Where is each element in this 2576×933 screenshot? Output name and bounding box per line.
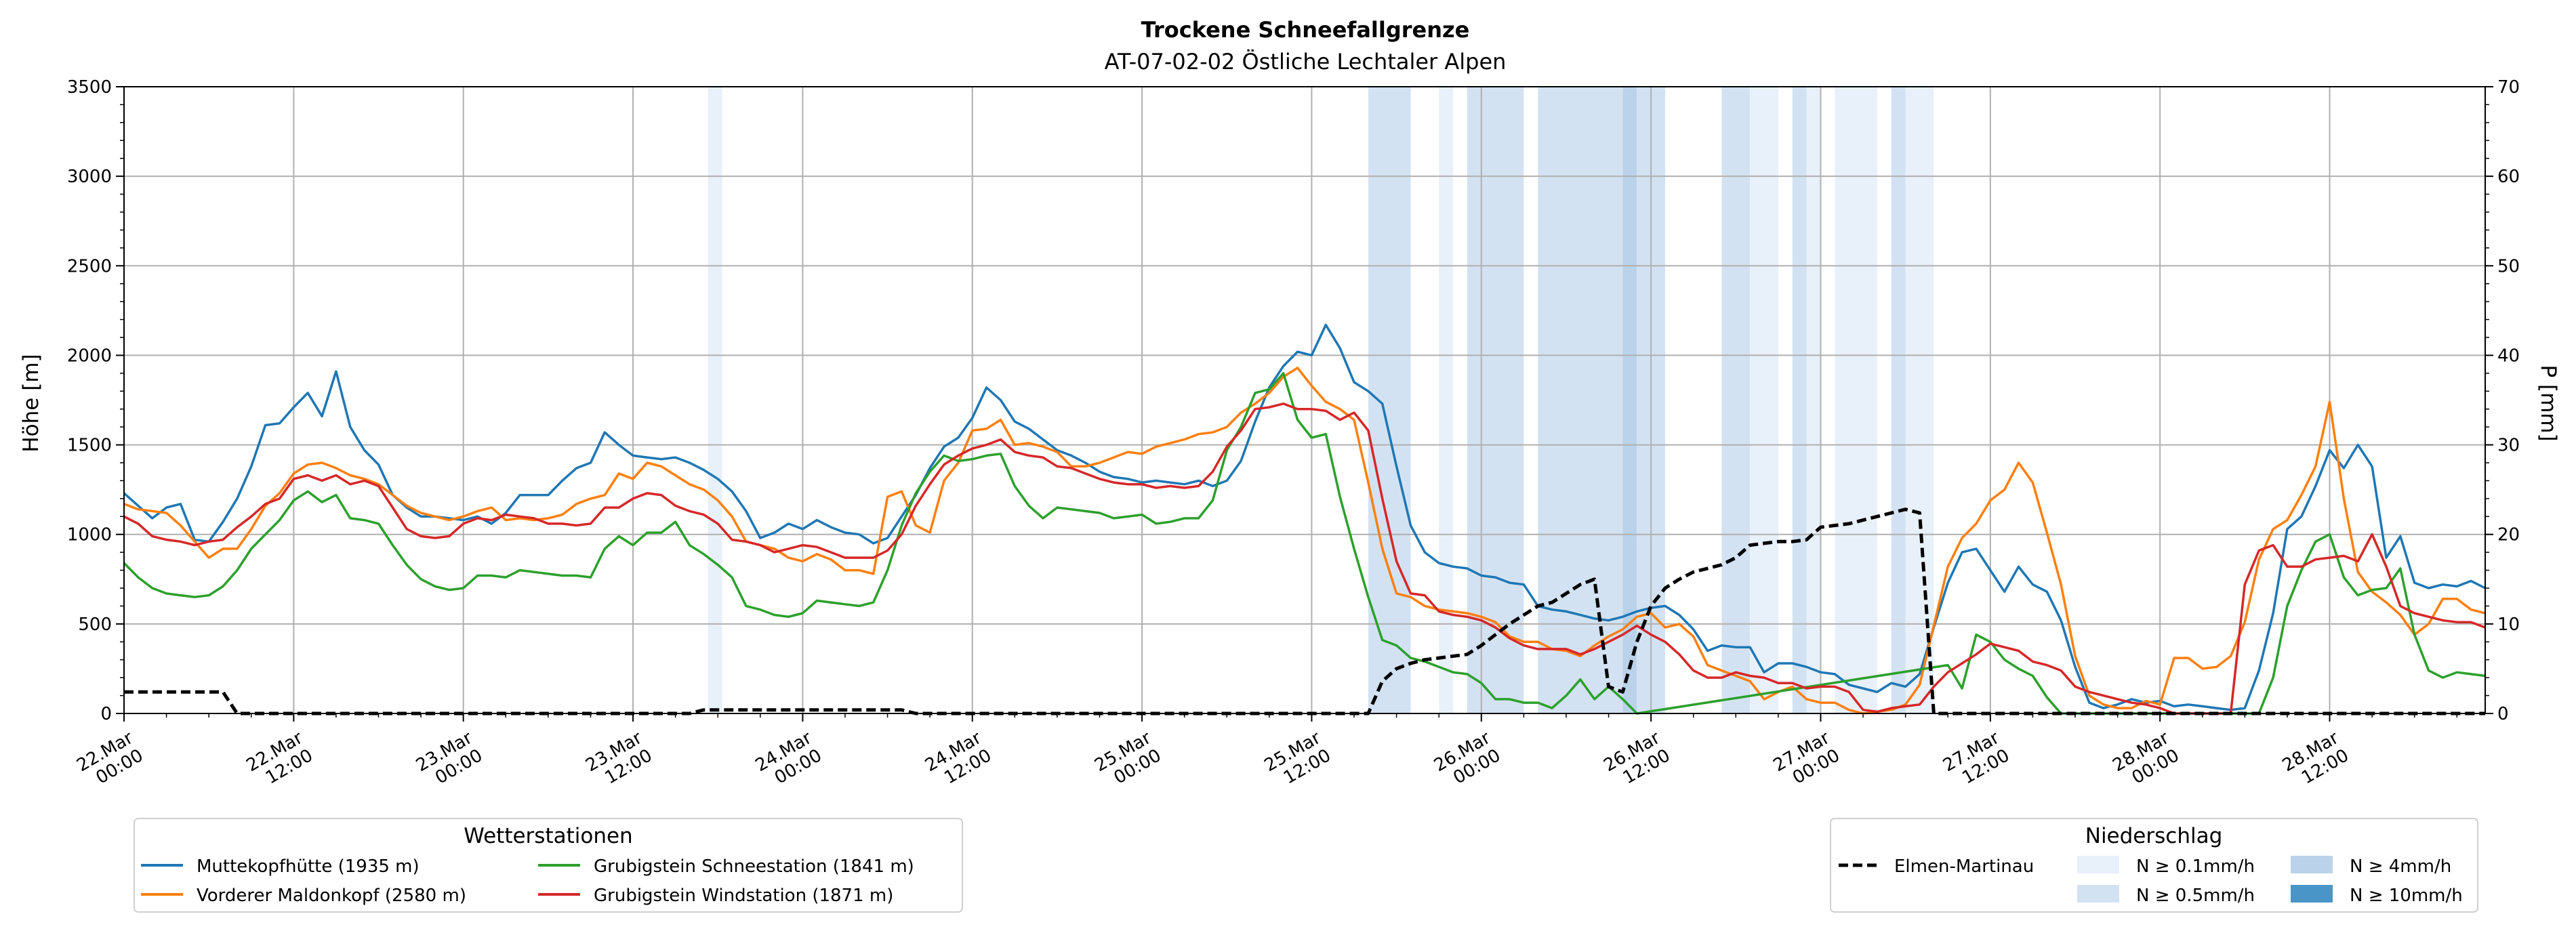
series-line-vorderer-maldonkopf-2580-m bbox=[123, 367, 2486, 715]
legend-entry-muttekopfhuette: Muttekopfhütte (1935 m) bbox=[197, 856, 420, 877]
legend-precip-title: Niederschlag bbox=[2085, 824, 2223, 848]
legend-entry-elmen-martinau: Elmen-Martinau bbox=[1894, 856, 2034, 877]
precip-band-14 bbox=[1905, 87, 1934, 713]
y-tick-label: 1000 bbox=[67, 525, 112, 545]
legend-precip: Niederschlag Elmen-Martinau N ≥ 0.1mm/h … bbox=[1830, 818, 2478, 913]
series-line-grubigstein-schneestation-1841-m bbox=[123, 372, 2486, 715]
y2-tick-label: 70 bbox=[2497, 77, 2520, 98]
y-tick-label: 2000 bbox=[67, 346, 112, 366]
precip-band-10 bbox=[1792, 87, 1807, 713]
y-tick-label: 1500 bbox=[67, 436, 112, 456]
precip-band-1 bbox=[708, 87, 722, 713]
precip-band-12 bbox=[1835, 87, 1877, 713]
y-axis-label: Höhe [m] bbox=[19, 354, 43, 452]
legend-entry-precip-level-1: N ≥ 0.1mm/h bbox=[2136, 856, 2255, 877]
precip-band-13 bbox=[1891, 87, 1906, 713]
y-tick-label: 3000 bbox=[67, 167, 112, 187]
legend-entry-maldonkopf: Vorderer Maldonkopf (2580 m) bbox=[197, 886, 466, 906]
series-line-elmen-martinau bbox=[124, 507, 2485, 716]
legend-swatch-precip-level-3 bbox=[2291, 856, 2333, 873]
legend-entry-precip-level-4: N ≥ 10mm/h bbox=[2350, 886, 2463, 906]
series-line-grubigstein-windstation-1871-m bbox=[123, 402, 2486, 715]
legend-entry-schneestation: Grubigstein Schneestation (1841 m) bbox=[594, 856, 914, 877]
chart-subtitle: AT-07-02-02 Östliche Lechtaler Alpen bbox=[1105, 49, 1507, 75]
plot-area: 0 500 1000 1500 2000 2500 3000 3500 0 10 20 30 40 50 6… bbox=[67, 77, 2520, 789]
y-tick-label: 2500 bbox=[67, 256, 112, 276]
legend-entry-precip-level-3: N ≥ 4mm/h bbox=[2350, 856, 2451, 877]
legend-entry-windstation: Grubigstein Windstation (1871 m) bbox=[594, 886, 893, 906]
y2-tick-label: 0 bbox=[2497, 704, 2509, 724]
y2-tick-label: 30 bbox=[2497, 436, 2520, 456]
y2-tick-label: 40 bbox=[2497, 346, 2520, 366]
y-tick-label: 3500 bbox=[67, 77, 112, 98]
precip-band-11 bbox=[1806, 87, 1821, 713]
legend-entry-precip-level-2: N ≥ 0.5mm/h bbox=[2136, 886, 2255, 906]
y-tick-label: 0 bbox=[100, 704, 112, 724]
y-tick-label: 500 bbox=[78, 615, 112, 635]
legend-swatch-precip-level-1 bbox=[2077, 856, 2119, 873]
precip-band-4 bbox=[1467, 87, 1524, 713]
precip-band-6 bbox=[1622, 87, 1637, 713]
y2-tick-label: 20 bbox=[2497, 525, 2520, 545]
legend-swatch-precip-level-2 bbox=[2077, 885, 2119, 903]
legend-swatch-precip-level-4 bbox=[2291, 885, 2333, 903]
plot-frame bbox=[123, 86, 2486, 714]
y2-tick-label: 10 bbox=[2497, 615, 2520, 635]
y2-tick-label: 50 bbox=[2497, 256, 2520, 276]
precip-band-2 bbox=[1368, 87, 1411, 713]
precip-band-3 bbox=[1439, 87, 1454, 713]
y2-tick-label: 60 bbox=[2497, 167, 2520, 187]
precip-band-9 bbox=[1750, 87, 1778, 713]
chart-title: Trockene Schneefallgrenze bbox=[1141, 17, 1470, 43]
series-line-muttekopfhutte-1935-m bbox=[123, 323, 2486, 711]
legend-stations-title: Wetterstationen bbox=[464, 824, 632, 848]
y2-axis-label: P [mm] bbox=[2536, 365, 2560, 441]
precip-band-8 bbox=[1721, 87, 1751, 713]
legend-stations: Wetterstationen Muttekopfhütte (1935 m) … bbox=[134, 818, 963, 913]
